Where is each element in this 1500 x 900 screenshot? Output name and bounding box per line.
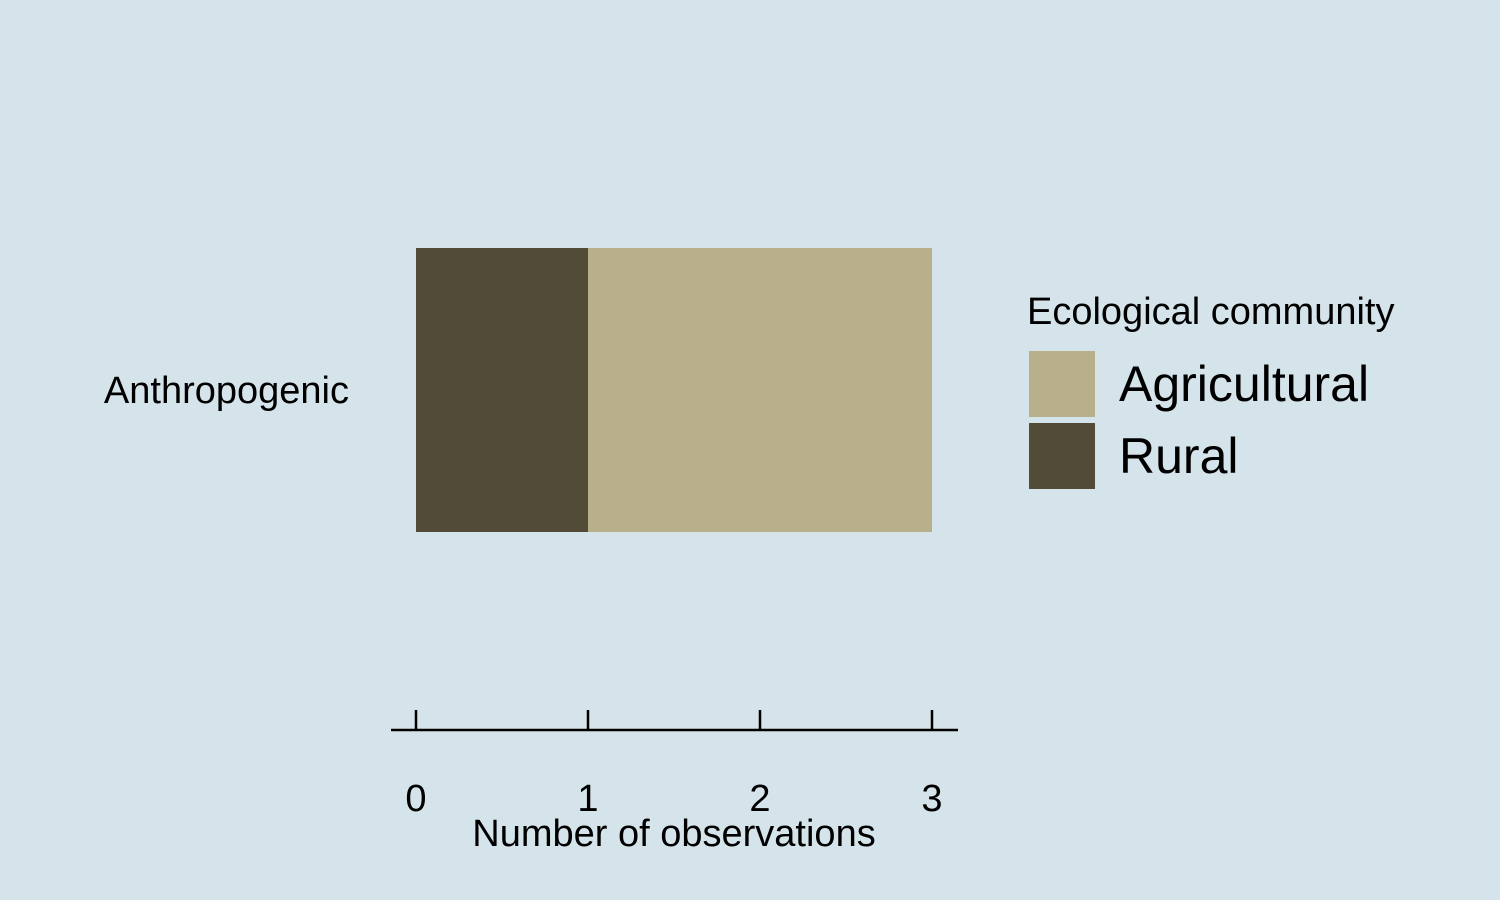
bar-agricultural-anthropogenic bbox=[588, 248, 932, 532]
category-labels: Anthropogenic bbox=[104, 370, 349, 412]
category-label: Anthropogenic bbox=[104, 370, 349, 412]
legend-label-agricultural: Agricultural bbox=[1119, 356, 1369, 412]
legend-label-rural: Rural bbox=[1119, 428, 1238, 484]
legend: Ecological community Agricultural Rural bbox=[1027, 291, 1394, 489]
legend-swatch-rural bbox=[1029, 423, 1095, 489]
x-ticks: 0 1 2 3 bbox=[405, 710, 943, 820]
bar-rural-anthropogenic bbox=[416, 248, 588, 532]
x-axis: 0 1 2 3 Number of observations bbox=[391, 710, 958, 855]
x-tick-label: 0 bbox=[405, 778, 426, 820]
x-axis-title: Number of observations bbox=[472, 813, 875, 855]
x-tick-label: 1 bbox=[577, 778, 598, 820]
legend-swatch-agricultural bbox=[1029, 351, 1095, 417]
x-tick-label: 2 bbox=[749, 778, 770, 820]
legend-items: Agricultural Rural bbox=[1029, 351, 1369, 489]
x-tick-label: 3 bbox=[921, 778, 942, 820]
legend-title: Ecological community bbox=[1027, 291, 1394, 333]
bars bbox=[416, 248, 932, 532]
